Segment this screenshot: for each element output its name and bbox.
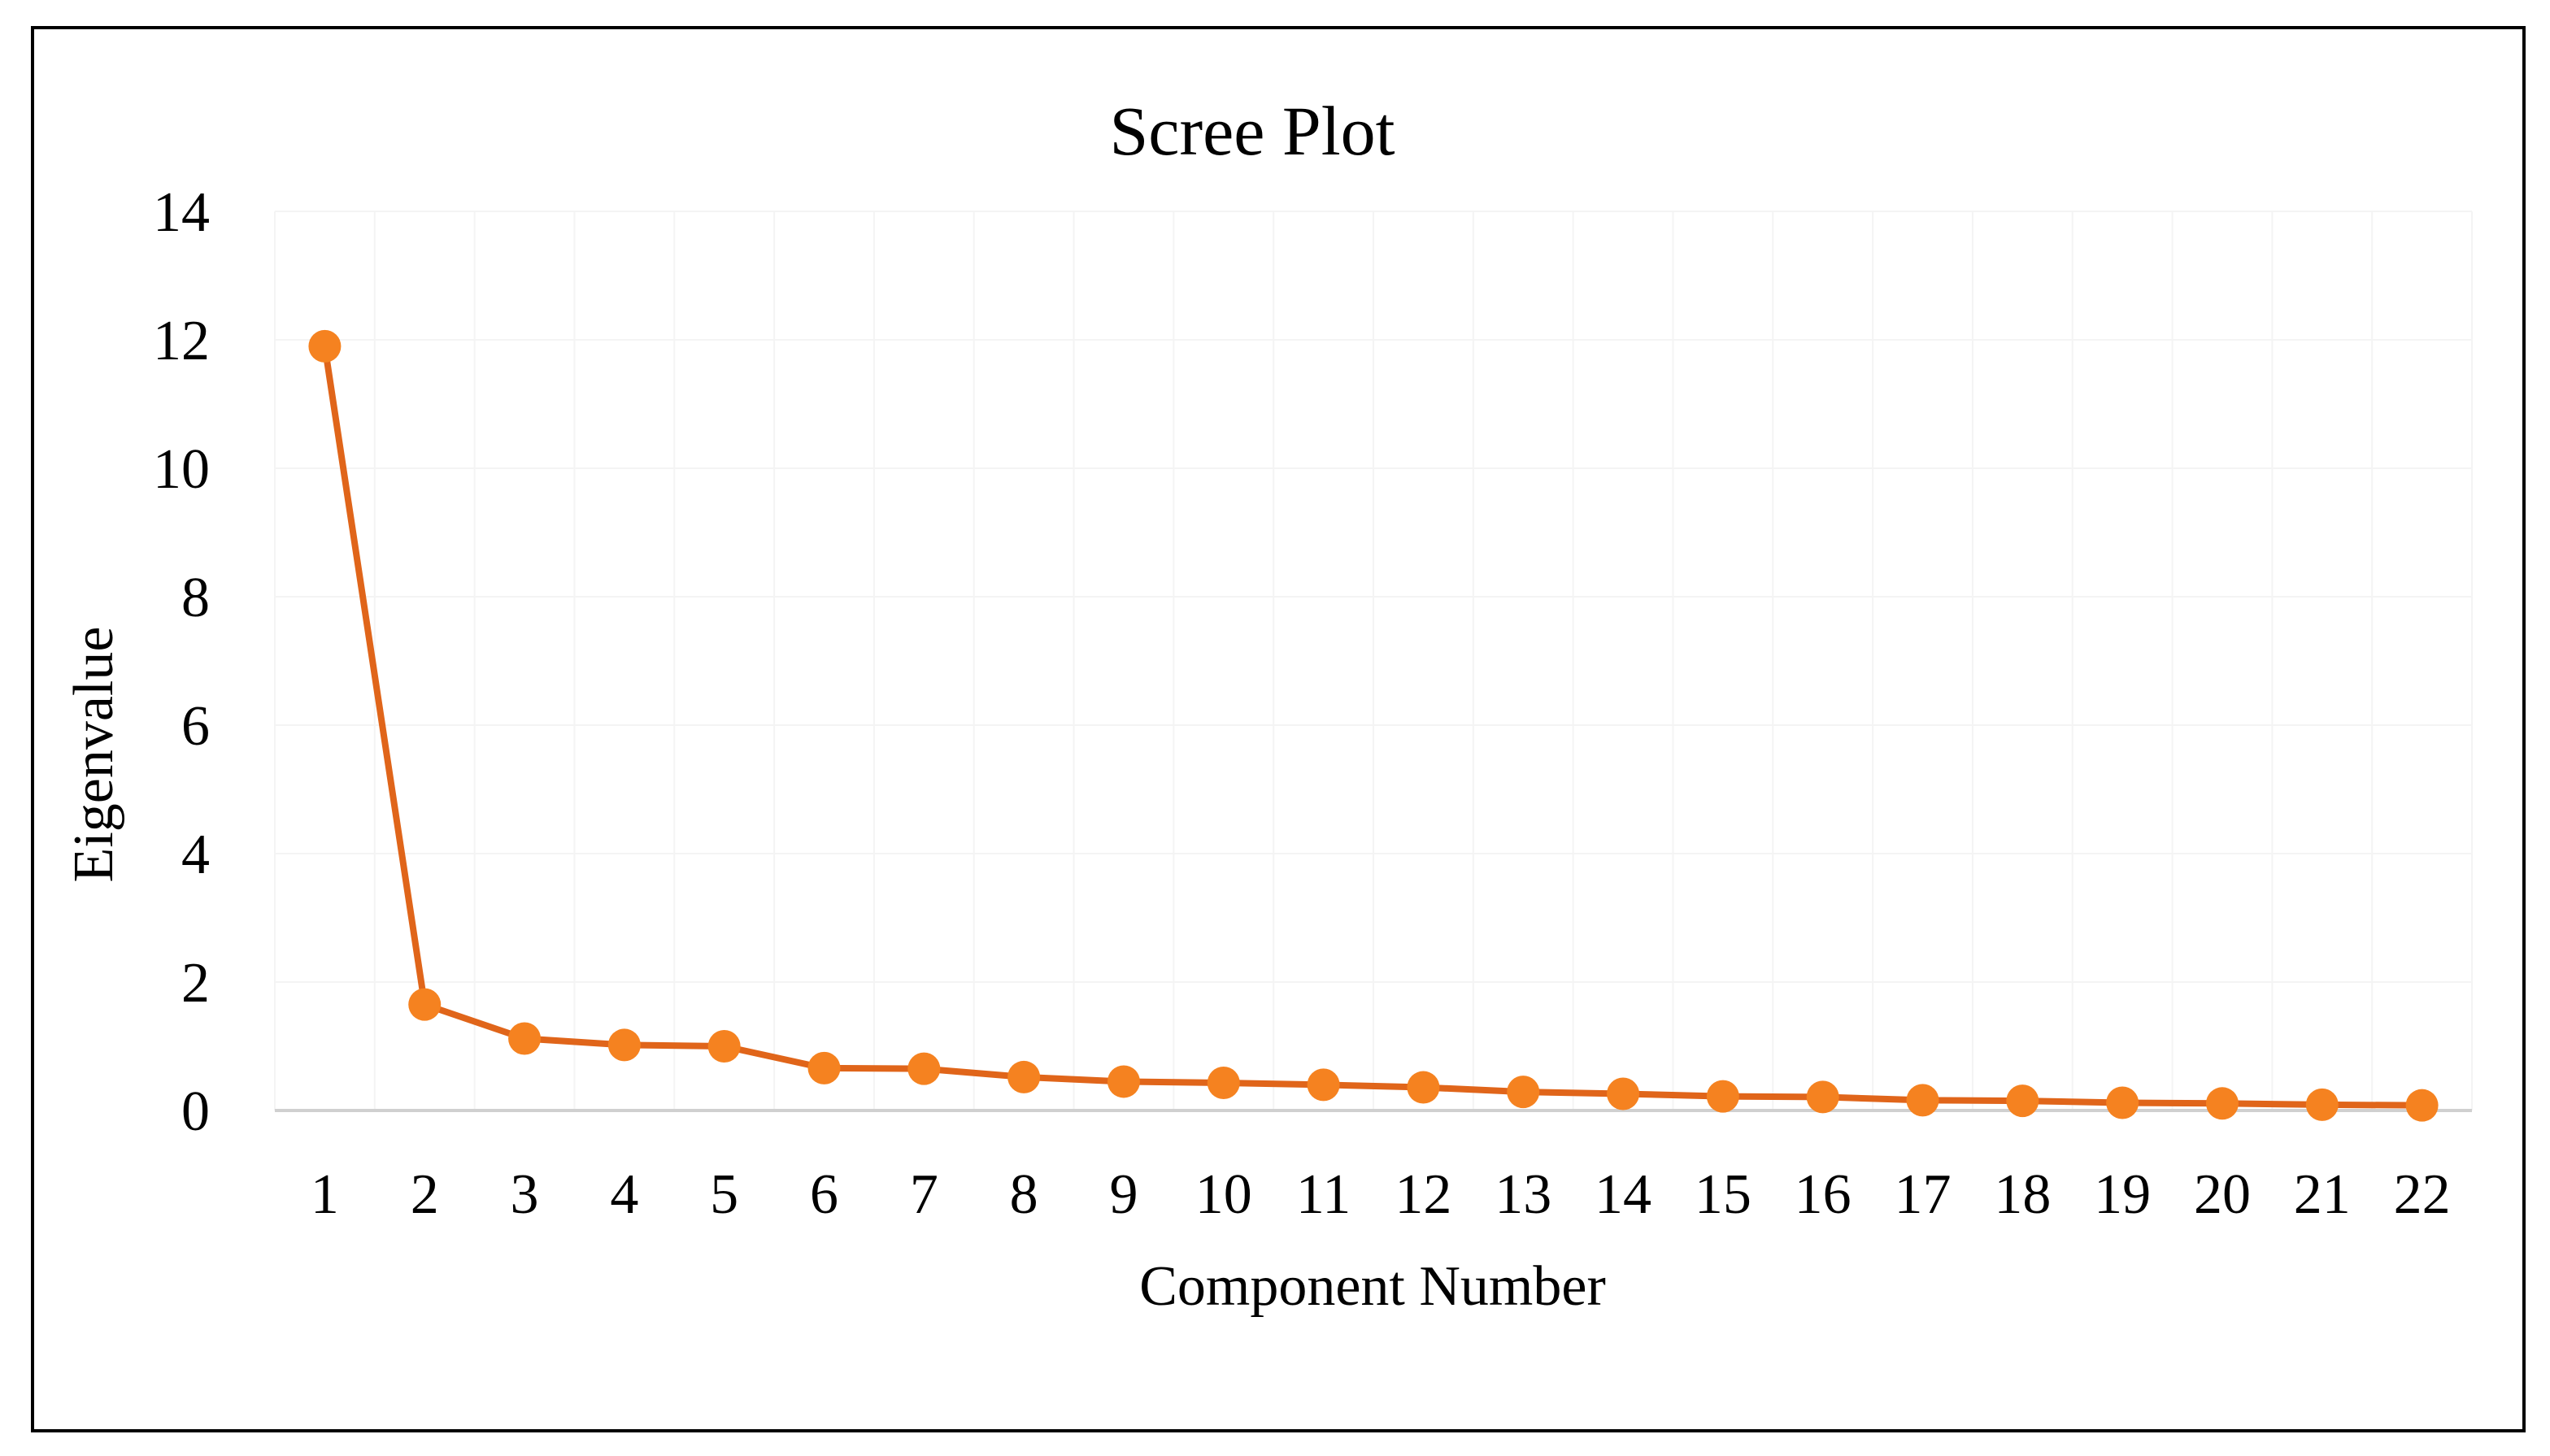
x-axis-ticks: 1 2 3 4 5 6 7 8 9 10 11 12 13 14 15 16 17 18 19 20 21 22 xyxy=(311,1163,2451,1226)
x-tick-label: 1 xyxy=(311,1163,339,1226)
data-point xyxy=(1706,1080,1739,1113)
data-point xyxy=(408,988,442,1021)
data-point xyxy=(1207,1067,1240,1100)
x-tick-label: 2 xyxy=(411,1163,439,1226)
x-tick-label: 22 xyxy=(2394,1163,2451,1226)
x-tick-label: 15 xyxy=(1695,1163,1751,1226)
x-tick-label: 18 xyxy=(1994,1163,2051,1226)
x-tick-label: 19 xyxy=(2094,1163,2151,1226)
data-point xyxy=(807,1051,841,1084)
x-tick-label: 11 xyxy=(1296,1163,1351,1226)
x-tick-label: 12 xyxy=(1395,1163,1451,1226)
grid-lines xyxy=(274,211,2473,1110)
data-point xyxy=(1806,1080,1839,1114)
x-tick-label: 9 xyxy=(1109,1163,1138,1226)
y-tick-label: 8 xyxy=(181,567,210,629)
y-tick-label: 0 xyxy=(181,1080,210,1143)
x-tick-label: 16 xyxy=(1795,1163,1852,1226)
x-tick-label: 10 xyxy=(1195,1163,1252,1226)
data-point xyxy=(1307,1068,1340,1102)
x-tick-label: 8 xyxy=(1010,1163,1038,1226)
data-point xyxy=(1507,1076,1540,1109)
y-tick-label: 4 xyxy=(181,824,210,886)
x-tick-label: 3 xyxy=(511,1163,539,1226)
data-point xyxy=(508,1022,542,1055)
x-tick-label: 13 xyxy=(1495,1163,1551,1226)
x-tick-label: 6 xyxy=(810,1163,838,1226)
data-point xyxy=(2006,1084,2039,1118)
y-axis-label: Eigenvalue xyxy=(63,627,125,883)
data-point xyxy=(1906,1084,1939,1117)
chart-title: Scree Plot xyxy=(1109,92,1395,170)
y-tick-label: 14 xyxy=(153,181,210,244)
chart-frame xyxy=(31,26,2526,1432)
data-point xyxy=(2205,1087,2239,1120)
y-axis-ticks: 0 2 4 6 8 10 12 14 xyxy=(153,181,210,1143)
x-tick-label: 14 xyxy=(1595,1163,1651,1226)
data-point xyxy=(1607,1077,1640,1110)
x-tick-label: 21 xyxy=(2294,1163,2351,1226)
x-tick-label: 20 xyxy=(2194,1163,2251,1226)
data-point xyxy=(2405,1089,2439,1122)
x-axis-label: Component Number xyxy=(1139,1255,1606,1318)
series-eigenvalues xyxy=(308,329,2439,1122)
data-point xyxy=(1407,1071,1440,1104)
y-tick-label: 10 xyxy=(153,438,210,501)
y-tick-label: 6 xyxy=(181,695,210,758)
x-tick-label: 5 xyxy=(710,1163,738,1226)
x-tick-label: 17 xyxy=(1895,1163,1952,1226)
x-tick-label: 4 xyxy=(610,1163,638,1226)
data-point xyxy=(1107,1065,1140,1098)
data-point xyxy=(607,1028,641,1062)
data-point xyxy=(2106,1086,2139,1119)
data-point xyxy=(1007,1060,1041,1093)
series-line xyxy=(321,342,2426,1109)
data-point xyxy=(308,329,342,363)
y-tick-label: 2 xyxy=(181,952,210,1015)
data-point xyxy=(907,1052,941,1085)
data-point xyxy=(707,1030,741,1063)
data-point xyxy=(2305,1088,2339,1121)
x-tick-label: 7 xyxy=(910,1163,938,1226)
y-tick-label: 12 xyxy=(153,310,210,372)
